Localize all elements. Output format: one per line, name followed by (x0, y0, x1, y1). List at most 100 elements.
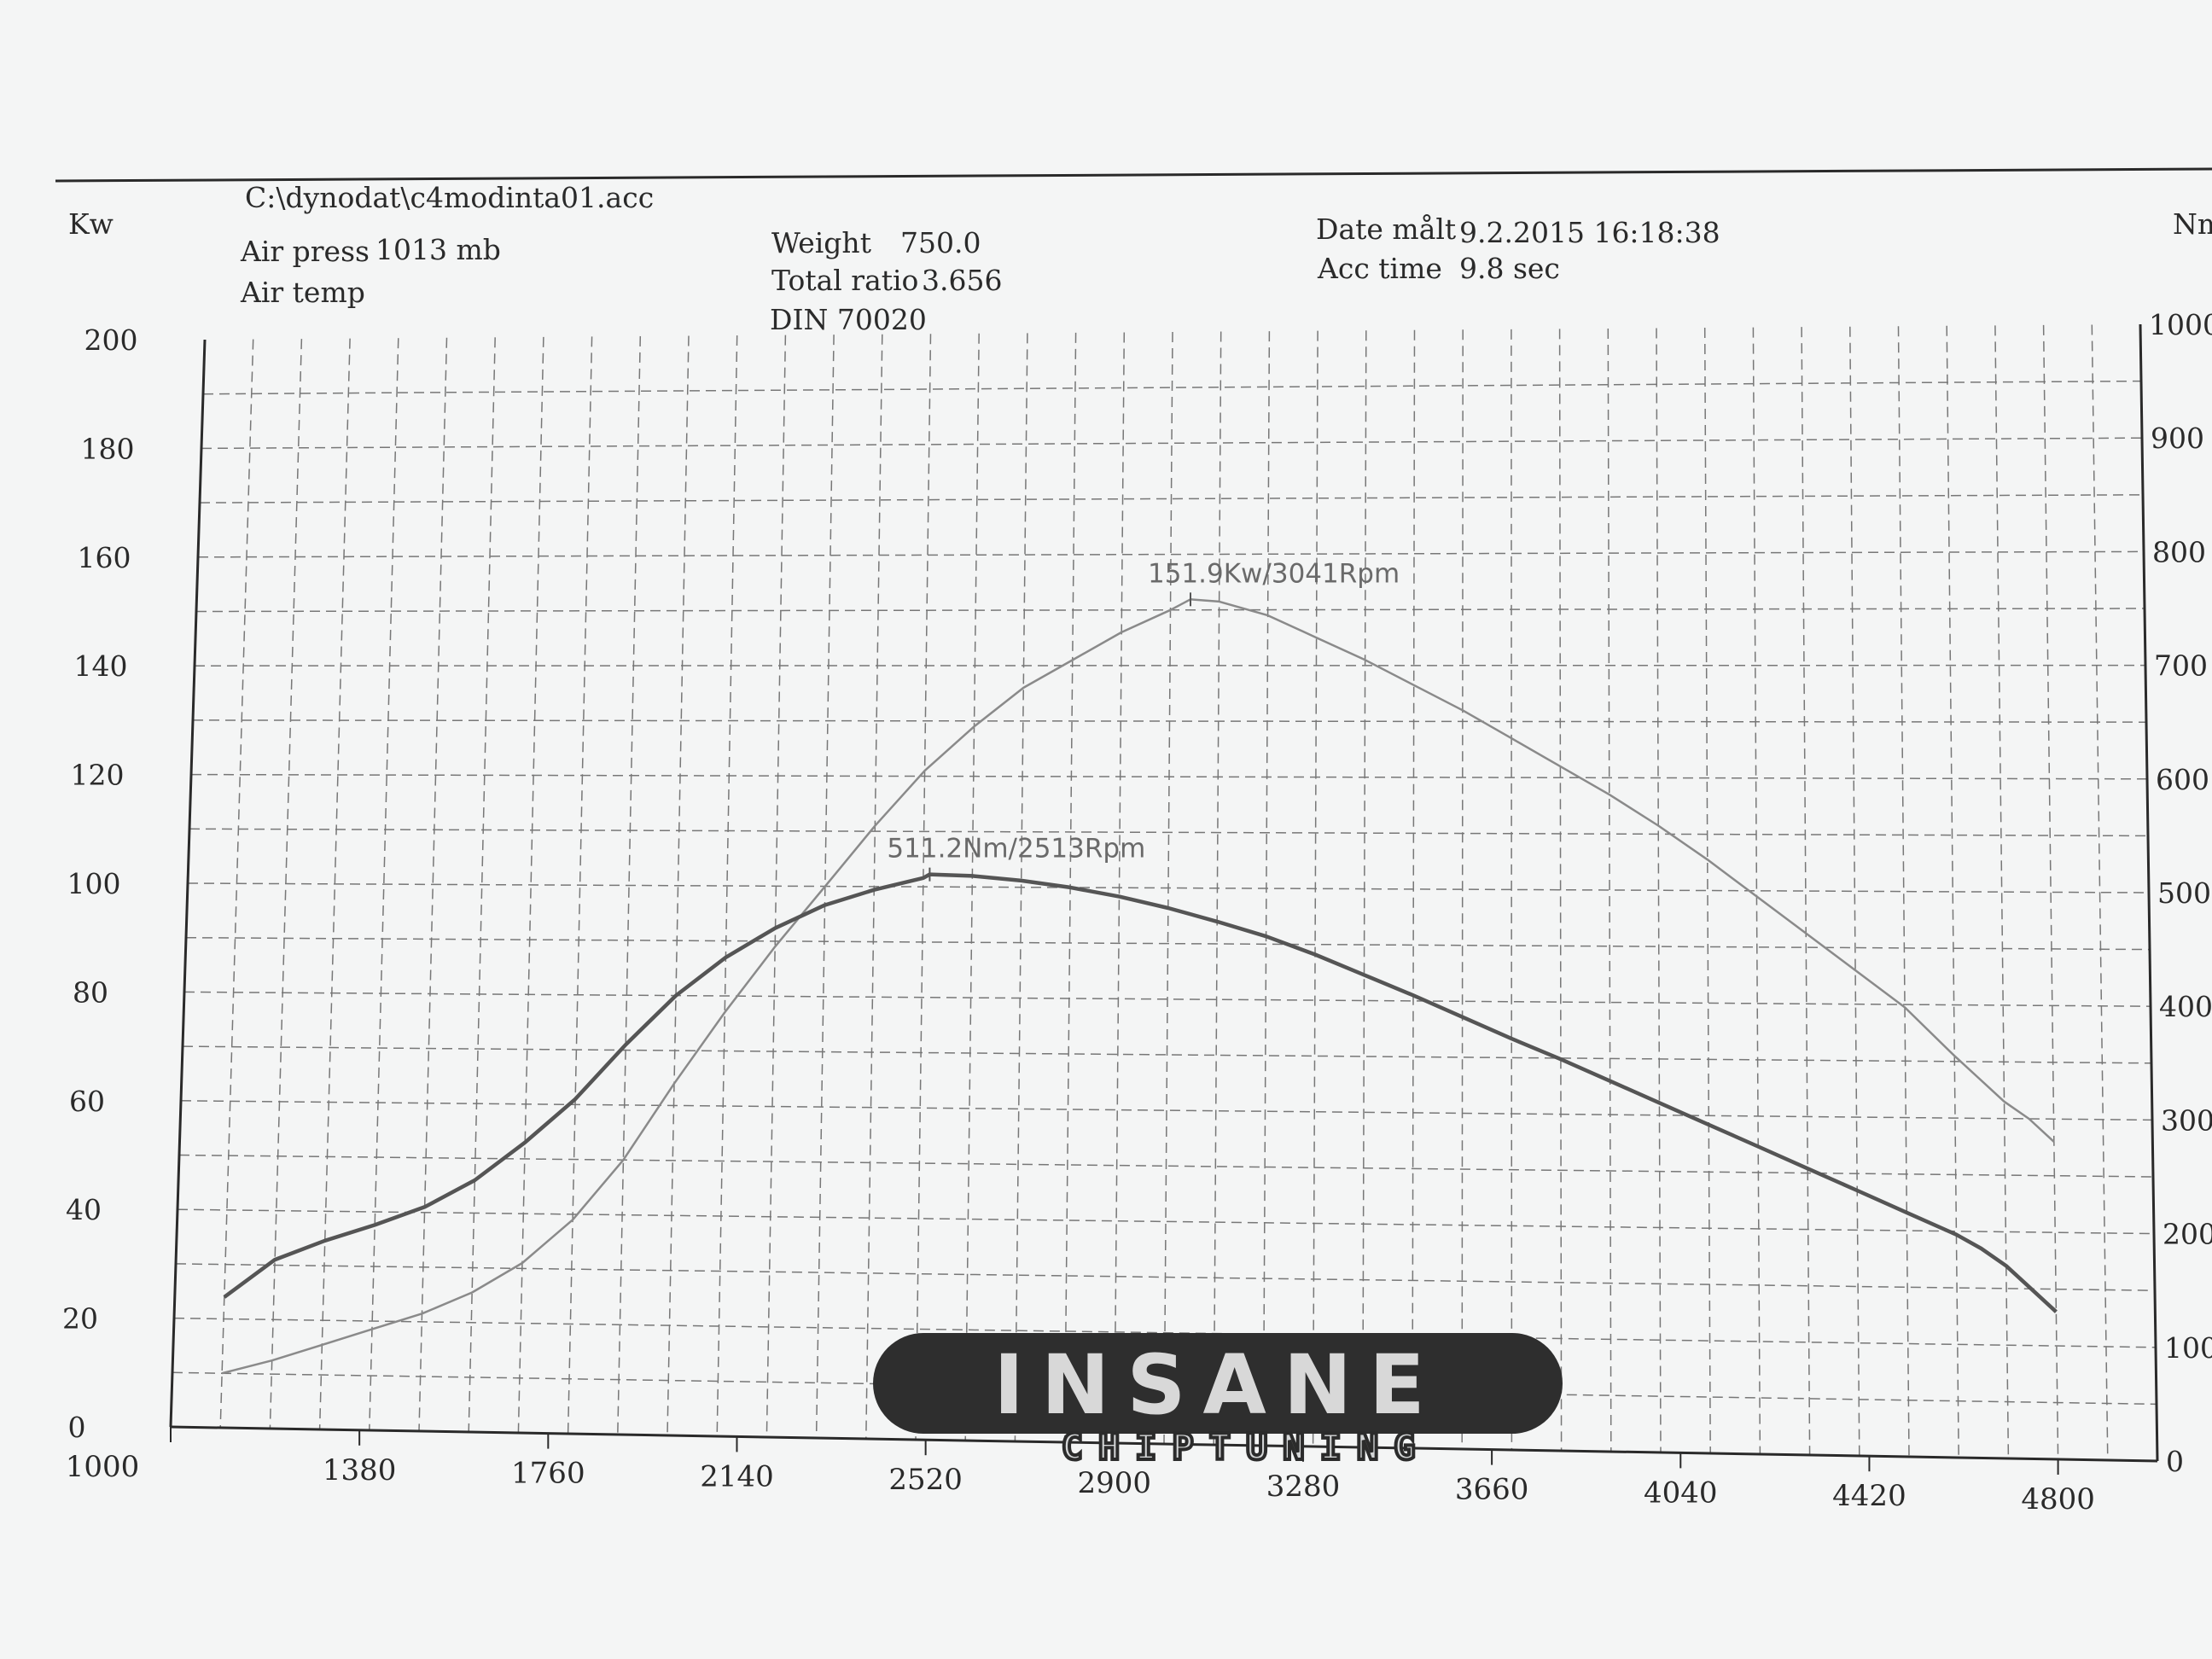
y-axis-right-ticks: 0 100 200 300 400 500 600 700 800 900 1000 (2149, 308, 2212, 1478)
y-tick-left-label: 160 (78, 541, 131, 574)
din-standard: DIN 70020 (770, 303, 927, 336)
grid-line-vertical (2091, 324, 2109, 1461)
grid-line-horizontal (173, 1317, 2157, 1348)
grid-line-horizontal (178, 1154, 2154, 1178)
weight-value: 750.0 (900, 226, 981, 259)
grid-line-vertical (1849, 326, 1860, 1457)
y-tick-right-label: 500 (2157, 876, 2211, 910)
y-tick-left-label: 120 (71, 759, 125, 792)
grid-line-vertical (667, 335, 690, 1436)
x-tick-label: 3280 (1266, 1470, 1341, 1504)
x-tick-label: 3660 (1455, 1473, 1529, 1507)
y-axis-left-ticks: 0 20 40 60 80 100 120 140 160 180 200 (62, 323, 138, 1444)
y-tick-right-label: 900 (2151, 422, 2204, 455)
logo-subtitle: CHIPTUNING (1062, 1426, 1431, 1468)
grid-line-vertical (318, 338, 351, 1430)
insane-logo: INSANE CHIPTUNING (873, 1333, 1563, 1470)
y-tick-left-label: 20 (62, 1302, 98, 1336)
y-tick-right-label: 600 (2156, 763, 2209, 796)
grid-line-vertical (1752, 327, 1761, 1455)
grid-line-vertical (1607, 328, 1612, 1452)
y-axis-left-line (169, 339, 207, 1428)
grid-line-vertical (1656, 328, 1662, 1453)
grid-line-vertical (517, 336, 544, 1434)
grid-line-vertical (1703, 328, 1711, 1454)
torque-curve-nm (223, 872, 2058, 1313)
y-tick-right-label: 700 (2154, 649, 2208, 683)
x-tick-label: 2520 (888, 1463, 963, 1497)
y-tick-right-label: 1000 (2149, 308, 2212, 341)
acc-time-label: Acc time (1318, 252, 1442, 285)
y-tick-left-label: 40 (66, 1193, 102, 1226)
grid-line-vertical (1946, 325, 1959, 1458)
y-tick-right-label: 800 (2152, 535, 2206, 568)
y-tick-right-label: 400 (2159, 990, 2212, 1023)
y-tick-left-label: 140 (74, 649, 128, 683)
x-tick-label: 2140 (700, 1459, 774, 1493)
grid-line-horizontal (187, 882, 2150, 894)
grid-line-vertical (1897, 326, 1910, 1458)
air-temp-label: Air temp (241, 276, 365, 309)
air-press-label: Air press (241, 235, 370, 268)
x-tick-label: 2900 (1078, 1466, 1152, 1500)
grid-line-horizontal (189, 828, 2149, 837)
y-tick-left-label: 0 (68, 1411, 86, 1444)
x-tick-label: 1000 (66, 1450, 140, 1484)
grid-line-vertical (716, 335, 738, 1437)
weight-label: Weight (771, 226, 871, 259)
total-ratio-label: Total ratio (771, 264, 919, 297)
x-tick-label: 4040 (1644, 1476, 1718, 1510)
annotations: 151.9Kw/3041Rpm 511.2Nm/2513Rpm (887, 558, 1400, 882)
x-tick-label: 4800 (2021, 1482, 2095, 1516)
peak-power-label: 151.9Kw/3041Rpm (1148, 558, 1400, 589)
y-tick-right-label: 200 (2163, 1218, 2212, 1251)
acc-time-value: 9.8 sec (1459, 252, 1560, 285)
peak-torque-label: 511.2Nm/2513Rpm (887, 834, 1145, 864)
grid-line-horizontal (175, 1263, 2156, 1291)
logo-badge (873, 1333, 1563, 1434)
grid-line-vertical (1511, 329, 1513, 1451)
air-press-value: 1013 mb (375, 233, 501, 266)
y-tick-left-label: 180 (81, 432, 135, 465)
x-tick-label: 1380 (323, 1453, 397, 1487)
y-tick-left-label: 200 (84, 323, 138, 357)
logo-word: INSANE (993, 1337, 1441, 1433)
axes (169, 323, 2159, 1463)
header-rule (55, 167, 2212, 183)
grid-line-horizontal (182, 1045, 2152, 1064)
y-axis-left-unit: Kw (68, 207, 114, 241)
grid-line-vertical (617, 335, 642, 1435)
grid-line-vertical (1801, 327, 1811, 1456)
grid-line-vertical (369, 338, 399, 1431)
grid-line-horizontal (180, 1100, 2153, 1121)
y-tick-right-label: 0 (2166, 1445, 2184, 1478)
date-value: 9.2.2015 16:18:38 (1459, 216, 1720, 249)
y-axis-right-line (2139, 323, 2159, 1462)
x-tick-label: 1760 (511, 1457, 585, 1491)
grid-line-horizontal (190, 773, 2148, 780)
date-label: Date målt (1316, 212, 1457, 246)
grid-line-horizontal (194, 664, 2146, 667)
x-axis-line (170, 1425, 2158, 1463)
file-path: C:\dynodat\c4modinta01.acc (245, 181, 655, 214)
grid-line-vertical (418, 337, 448, 1432)
y-axis-right-unit: Nm (2173, 207, 2212, 241)
grid-line-vertical (765, 335, 787, 1438)
total-ratio-value: 3.656 (922, 264, 1003, 297)
grid-line-horizontal (197, 550, 2145, 558)
y-tick-right-label: 100 (2164, 1331, 2212, 1365)
grid-line-horizontal (202, 380, 2142, 395)
y-tick-left-label: 100 (67, 867, 121, 900)
x-axis-ticks: 1000 1380 1760 2140 2520 2900 3280 3660 4040 4420… (66, 1427, 2095, 1516)
grid-line-vertical (2042, 324, 2059, 1460)
y-tick-left-label: 80 (73, 975, 108, 1009)
y-tick-right-label: 300 (2161, 1103, 2212, 1137)
y-tick-left-label: 60 (69, 1085, 105, 1118)
x-tick-label: 4420 (1832, 1479, 1906, 1513)
grid-line-horizontal (177, 1208, 2155, 1235)
grid-line-horizontal (183, 991, 2151, 1007)
grid-line-horizontal (192, 719, 2147, 723)
